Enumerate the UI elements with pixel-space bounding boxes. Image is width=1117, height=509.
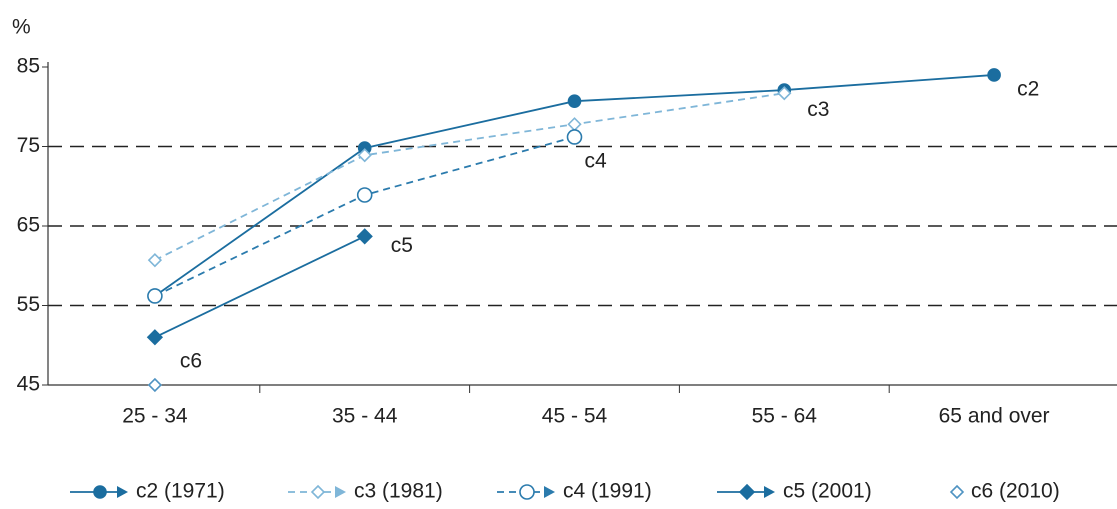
x-tick-label: 65 and over [939,405,1050,428]
y-tick-label: 65 [17,214,40,237]
point [356,228,373,245]
legend-item: c2 (1971) [70,480,225,503]
legend-label: c3 (1981) [354,480,443,503]
annotation: c4 [585,150,608,173]
annotation: c5 [391,234,413,257]
point [146,329,164,346]
legend-marker [949,484,965,500]
legend-arrow [544,486,555,498]
legend-marker [519,484,535,500]
series [146,228,373,346]
x-tick-label: 35 - 44 [332,405,398,428]
y-tick-label: 45 [17,373,40,396]
legend-label: c2 (1971) [136,480,225,503]
series-line [154,92,785,261]
legend-label: c6 (2010) [971,480,1060,503]
x-tick-label: 55 - 64 [752,405,818,428]
legend-marker [738,483,756,501]
legend-item: c6 (2010) [949,480,1060,503]
legend-item: c4 (1991) [497,480,652,503]
point [356,187,373,203]
point [147,288,163,304]
x-tick-label: 45 - 54 [542,405,608,428]
annotation: c3 [807,98,829,121]
series [147,129,583,304]
legend-arrow [335,486,346,498]
legend-label: c5 (2001) [783,480,872,503]
series-line [154,74,995,297]
point [777,86,792,101]
annotation: c2 [1017,77,1039,100]
series [148,68,1001,303]
series-line [154,235,366,339]
series [147,86,792,268]
legend-item: c5 (2001) [717,480,872,503]
point [566,129,583,145]
legend-label: c4 (1991) [563,480,652,503]
y-tick-label: 75 [17,134,40,157]
point [567,117,582,132]
legend-arrow [117,486,128,498]
legend-marker [310,484,326,500]
point [147,253,163,268]
y-tick-label: 85 [17,55,40,78]
annotation: c6 [180,350,202,373]
point [147,377,163,393]
legend-arrow [764,486,775,498]
point [567,94,582,108]
series [147,377,163,393]
x-tick-label: 25 - 34 [122,405,188,428]
legend-marker [93,485,107,499]
legend-item: c3 (1981) [288,480,443,503]
point [987,68,1001,82]
point [357,148,372,163]
y-tick-label: 55 [17,293,40,316]
y-axis-label: % [12,16,31,39]
